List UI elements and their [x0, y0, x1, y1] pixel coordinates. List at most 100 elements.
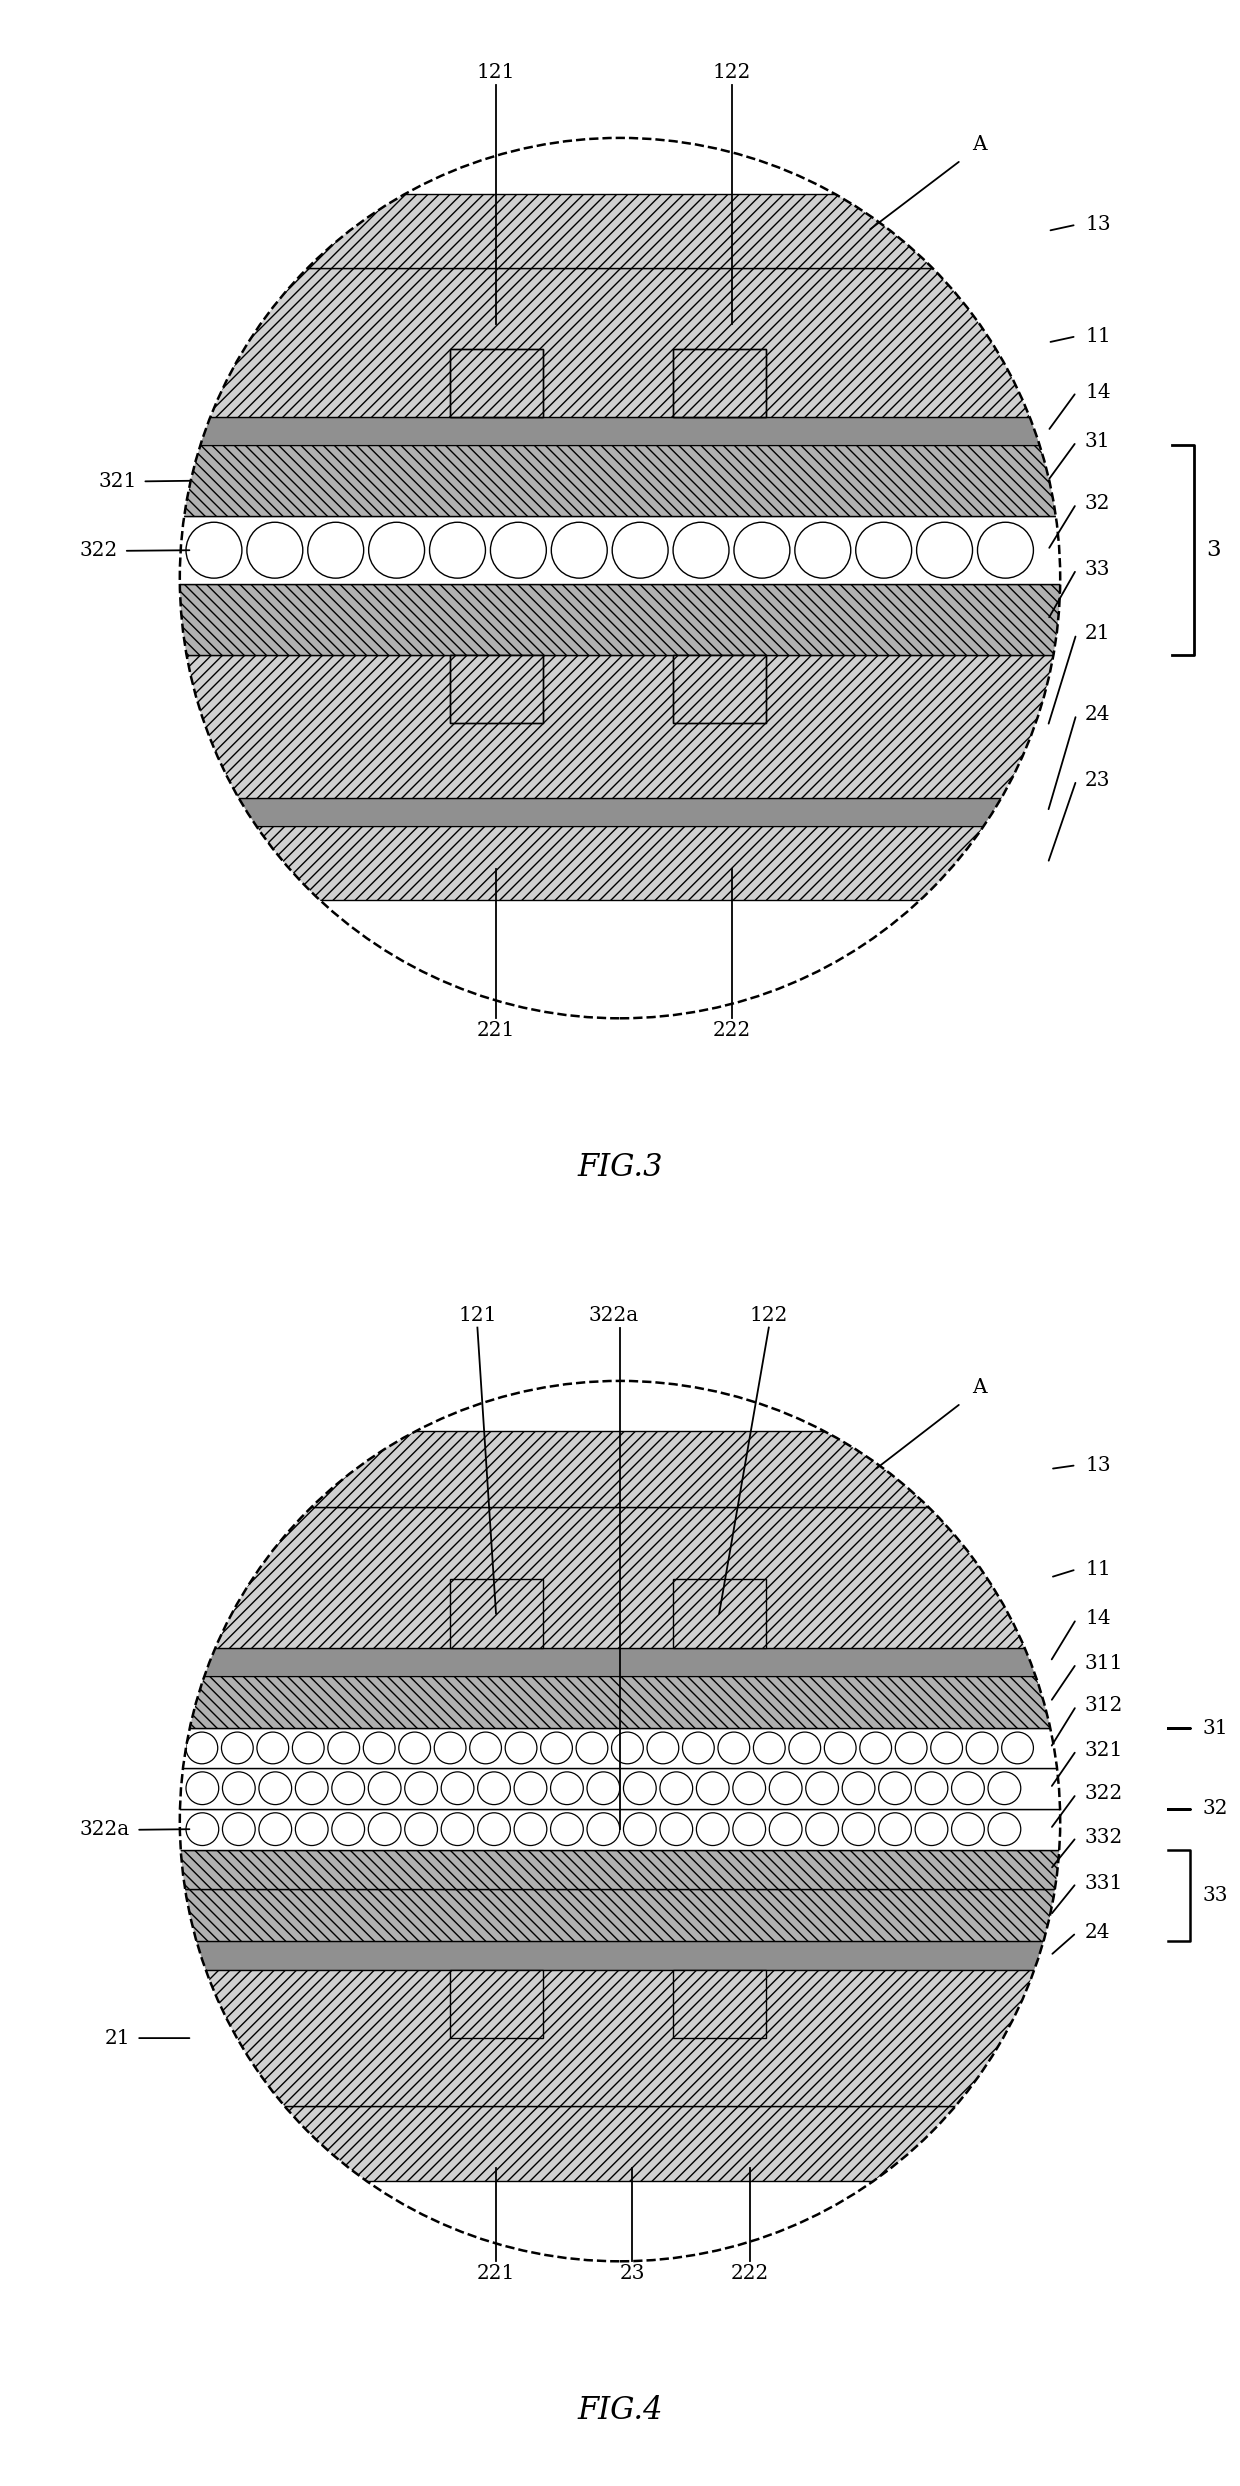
Circle shape: [477, 1773, 511, 1805]
Text: 11: 11: [1085, 326, 1111, 346]
Circle shape: [368, 1812, 401, 1845]
Circle shape: [332, 1773, 365, 1805]
Bar: [0, 1810, 1240, 1850]
Circle shape: [825, 1733, 856, 1763]
Circle shape: [733, 1773, 765, 1805]
Circle shape: [186, 1812, 218, 1845]
Bar: [0, 1429, 1240, 1507]
Circle shape: [186, 522, 242, 579]
Circle shape: [915, 1773, 947, 1805]
Circle shape: [859, 1733, 892, 1763]
Bar: [0, 418, 1240, 445]
Text: 32: 32: [1085, 495, 1111, 512]
Bar: [672, 348, 765, 418]
Circle shape: [505, 1733, 537, 1763]
Circle shape: [477, 1812, 511, 1845]
Circle shape: [368, 522, 424, 579]
Circle shape: [222, 1773, 255, 1805]
Text: 24: 24: [1085, 706, 1111, 723]
Bar: [0, 2106, 1240, 2180]
Circle shape: [222, 1812, 255, 1845]
Circle shape: [490, 522, 547, 579]
Circle shape: [769, 1773, 802, 1805]
Circle shape: [259, 1773, 291, 1805]
Circle shape: [915, 1812, 947, 1845]
Text: 322a: 322a: [79, 1820, 130, 1840]
Text: 322a: 322a: [589, 1305, 639, 1325]
Circle shape: [515, 1773, 547, 1805]
Text: 222: 222: [713, 1022, 750, 1039]
Circle shape: [399, 1733, 430, 1763]
Bar: [0, 798, 1240, 825]
Circle shape: [434, 1733, 466, 1763]
Bar: [0, 1768, 1240, 1810]
Text: 311: 311: [1085, 1653, 1123, 1673]
Bar: [449, 348, 543, 418]
Bar: [0, 654, 1240, 798]
Circle shape: [660, 1773, 693, 1805]
Circle shape: [186, 1773, 218, 1805]
Circle shape: [951, 1812, 985, 1845]
Circle shape: [879, 1812, 911, 1845]
Circle shape: [977, 522, 1033, 579]
Bar: [449, 654, 543, 723]
Text: 31: 31: [1203, 1718, 1229, 1738]
Bar: [672, 654, 765, 723]
Circle shape: [293, 1733, 324, 1763]
Text: 321: 321: [1085, 1740, 1123, 1760]
Circle shape: [895, 1733, 928, 1763]
Text: 122: 122: [713, 62, 750, 82]
Circle shape: [697, 1773, 729, 1805]
Circle shape: [541, 1733, 573, 1763]
Circle shape: [931, 1733, 962, 1763]
Text: 13: 13: [1085, 216, 1111, 234]
Circle shape: [259, 1812, 291, 1845]
Text: 3: 3: [1207, 539, 1221, 562]
Text: 322: 322: [79, 542, 118, 559]
Circle shape: [327, 1733, 360, 1763]
Circle shape: [577, 1733, 608, 1763]
Text: 121: 121: [476, 62, 516, 82]
Circle shape: [842, 1812, 875, 1845]
Circle shape: [186, 1733, 218, 1763]
Bar: [0, 445, 1240, 517]
Text: 21: 21: [104, 2029, 130, 2048]
Circle shape: [682, 1733, 714, 1763]
Bar: [0, 194, 1240, 268]
Text: 331: 331: [1085, 1874, 1123, 1892]
Bar: [449, 1579, 543, 1648]
Text: 21: 21: [1085, 624, 1111, 644]
Circle shape: [624, 1773, 656, 1805]
Circle shape: [551, 1773, 583, 1805]
Text: 221: 221: [477, 2265, 515, 2282]
Bar: [0, 1507, 1240, 1648]
Text: 13: 13: [1085, 1457, 1111, 1474]
Text: 121: 121: [458, 1305, 497, 1325]
Text: 122: 122: [750, 1305, 787, 1325]
Circle shape: [257, 1733, 289, 1763]
Bar: [0, 1969, 1240, 2106]
Text: 31: 31: [1085, 433, 1111, 450]
Circle shape: [624, 1812, 656, 1845]
Bar: [0, 1850, 1240, 1889]
Text: 321: 321: [98, 472, 136, 490]
Bar: [449, 654, 543, 723]
Text: 33: 33: [1085, 559, 1111, 579]
Circle shape: [308, 522, 363, 579]
Text: FIG.3: FIG.3: [578, 1151, 662, 1183]
Circle shape: [795, 522, 851, 579]
Text: 322: 322: [1085, 1785, 1123, 1802]
Circle shape: [515, 1812, 547, 1845]
Circle shape: [789, 1733, 821, 1763]
Bar: [0, 1942, 1240, 1969]
Bar: [0, 268, 1240, 418]
Circle shape: [806, 1812, 838, 1845]
Text: 221: 221: [477, 1022, 515, 1039]
Circle shape: [806, 1773, 838, 1805]
Text: 33: 33: [1203, 1887, 1229, 1904]
Circle shape: [754, 1733, 785, 1763]
Circle shape: [441, 1812, 474, 1845]
Circle shape: [441, 1773, 474, 1805]
Bar: [672, 654, 765, 723]
Circle shape: [295, 1773, 329, 1805]
